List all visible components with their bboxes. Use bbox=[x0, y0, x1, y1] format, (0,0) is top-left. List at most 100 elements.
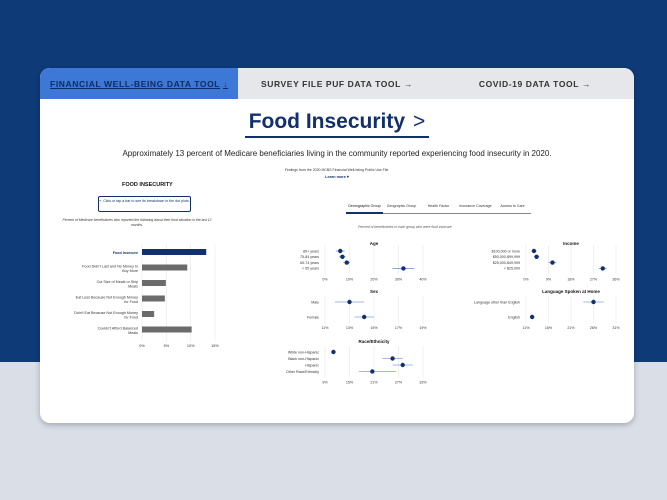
food-insecurity-heading: FOOD INSECURITY bbox=[122, 182, 173, 188]
x-tick-label: 19% bbox=[419, 326, 427, 330]
dot-plot-title-race-ethnicity: Race/Ethnicity bbox=[358, 339, 390, 344]
bar-label-couldn-t-afford-balanced-meals: Couldn't Afford Balanced bbox=[98, 326, 138, 330]
x-tick-label: 15% bbox=[370, 326, 378, 330]
x-tick-label: 21% bbox=[370, 381, 378, 385]
x-tick-label: 0% bbox=[322, 277, 328, 281]
dot-65-74-years bbox=[344, 260, 349, 265]
x-tick-label: 21% bbox=[567, 326, 575, 330]
group-subtabs: Demographic Group Geographic Group Healt… bbox=[346, 204, 531, 214]
bar-cut-size-of-meals-or-skip-meals bbox=[142, 280, 166, 286]
dot-25-000-49-999 bbox=[550, 260, 555, 265]
data-tool-card: FINANCIAL WELL-BEING DATA TOOL ↓ SURVEY F… bbox=[40, 68, 634, 423]
x-tick-label: 0% bbox=[523, 277, 529, 281]
x-tick-label: 17% bbox=[395, 326, 403, 330]
learn-more-link[interactable]: Learn more ▾ bbox=[325, 175, 349, 179]
dot-label-85-years: 85+ years bbox=[303, 249, 319, 253]
x-tick-label: 36% bbox=[612, 277, 620, 281]
dot-hispanic bbox=[400, 362, 405, 368]
bar-label-didn-t-eat-because-not-enough-money-for-food: Didn't Eat Because Not Enough Money bbox=[74, 311, 138, 315]
bar-label-food-didn-t-last-and-no-money-to-buy-more: Food Didn't Last and No Money to bbox=[82, 264, 138, 268]
x-tick-label: 5% bbox=[164, 344, 170, 348]
dot-plot-title-language-spoken-at-home: Language Spoken at Home bbox=[542, 289, 600, 294]
dot-plot-title-income: Income bbox=[563, 241, 579, 246]
bar-label-cut-size-of-meals-or-skip-meals: Meals bbox=[128, 284, 138, 288]
bar-label-couldn-t-afford-balanced-meals: Meals bbox=[128, 331, 138, 335]
tool-tabs: FINANCIAL WELL-BEING DATA TOOL ↓ SURVEY F… bbox=[40, 68, 634, 99]
bar-label-food-insecure: Food Insecure bbox=[113, 251, 138, 255]
subtab-health-factor[interactable]: Health Factor bbox=[420, 204, 457, 214]
bar-didn-t-eat-because-not-enough-money-for-food bbox=[142, 311, 155, 317]
dot-75-84-years bbox=[340, 254, 345, 259]
dot-65-years bbox=[401, 266, 406, 271]
dot-label-female: Female bbox=[307, 315, 319, 319]
x-tick-label: 9% bbox=[546, 277, 552, 281]
dot-language-other-than-english bbox=[591, 299, 596, 305]
dot-english bbox=[529, 314, 535, 320]
tab-label: COVID-19 DATA TOOL bbox=[478, 78, 580, 89]
dot-label-50-000-99-999: $50,000-$99,999 bbox=[493, 255, 520, 259]
bar-food-insecure bbox=[142, 249, 207, 255]
page-title-link[interactable]: Food Insecurity > bbox=[244, 110, 430, 138]
x-tick-label: 13% bbox=[346, 326, 354, 330]
x-tick-label: 27% bbox=[395, 381, 403, 385]
summary-text: Approximately 13 percent of Medicare ben… bbox=[122, 149, 552, 158]
x-tick-label: 31% bbox=[612, 326, 620, 330]
dot-label-black-non-hispanic: Black non-Hispanic bbox=[288, 357, 319, 361]
dot-label-hispanic: Hispanic bbox=[305, 363, 319, 367]
dot-label-100-000-or-more: $100,000 or more bbox=[492, 249, 520, 253]
dot-white-non-hispanic bbox=[331, 349, 336, 355]
bar-label-cut-size-of-meals-or-skip-meals: Cut Size of Meals or Skip bbox=[97, 280, 138, 284]
dot-label-65-74-years: 65-74 years bbox=[300, 261, 319, 265]
dot-50-000-99-999 bbox=[534, 254, 539, 259]
x-tick-label: 16% bbox=[545, 326, 553, 330]
x-tick-label: 33% bbox=[419, 381, 427, 385]
bar-food-didn-t-last-and-no-money-to-buy-more bbox=[142, 264, 188, 271]
dot-label-male: Male bbox=[311, 300, 319, 304]
tab-label: SURVEY FILE PUF DATA TOOL bbox=[260, 78, 401, 89]
dot-label-25-000: < $25,000 bbox=[504, 267, 520, 271]
click-hint-box: ↖ Click or tap a bar to see its breakdow… bbox=[98, 196, 191, 212]
x-tick-label: 15% bbox=[346, 381, 354, 385]
x-tick-label: 10% bbox=[346, 277, 354, 281]
dot-label-75-84-years: 75-84 years bbox=[300, 255, 319, 259]
x-tick-label: 27% bbox=[590, 277, 598, 281]
dot-label-other-race-ethnicity: Other Race/Ethnicity bbox=[286, 370, 319, 374]
subtab-demographic[interactable]: Demographic Group bbox=[346, 204, 383, 214]
x-tick-label: 15% bbox=[211, 344, 219, 348]
arrow-down-icon: ↓ bbox=[223, 78, 228, 89]
findings-note: Findings from the 2020 MCBS Financial We… bbox=[284, 168, 390, 172]
dot-label-65-years: < 65 years bbox=[302, 267, 319, 271]
tab-survey-file-puf[interactable]: SURVEY FILE PUF DATA TOOL → bbox=[238, 68, 436, 99]
x-tick-label: 40% bbox=[419, 277, 427, 281]
bar-label-eat-less-because-not-enough-money-for-food: Eat Less Because Not Enough Money bbox=[76, 295, 138, 299]
x-tick-label: 9% bbox=[322, 381, 328, 385]
x-tick-label: 30% bbox=[395, 277, 403, 281]
dot-label-25-000-49-999: $25,000-$49,999 bbox=[493, 261, 520, 265]
page-title: Food Insecurity bbox=[248, 110, 406, 133]
subtab-geographic[interactable]: Geographic Group bbox=[383, 204, 420, 214]
x-tick-label: 0% bbox=[139, 344, 145, 348]
percent-note: Percent of Medicare beneficiaries who re… bbox=[62, 218, 212, 227]
x-tick-label: 11% bbox=[322, 326, 330, 330]
dot-100-000-or-more bbox=[531, 248, 537, 254]
dot-other-race-ethnicity bbox=[370, 369, 375, 374]
subtab-insurance[interactable]: Insurance Coverage bbox=[457, 204, 494, 214]
bar-label-didn-t-eat-because-not-enough-money-for-food: for Food bbox=[124, 315, 138, 319]
subtab-access-to-care[interactable]: Access to Care bbox=[494, 204, 531, 214]
x-tick-label: 10% bbox=[187, 344, 195, 348]
x-tick-label: 18% bbox=[567, 277, 575, 281]
page-title-row: Food Insecurity > bbox=[40, 110, 634, 138]
dot-25-000 bbox=[600, 266, 605, 271]
each-group-note: Percent of beneficiaries in each group w… bbox=[358, 225, 452, 229]
dot-plot-title-sex: Sex bbox=[370, 289, 379, 294]
bar-label-food-didn-t-last-and-no-money-to-buy-more: Buy More bbox=[122, 269, 138, 273]
tab-covid-19[interactable]: COVID-19 DATA TOOL → bbox=[436, 68, 634, 99]
dot-85-years bbox=[338, 248, 343, 254]
x-tick-label: 11% bbox=[523, 326, 531, 330]
tab-financial-well-being[interactable]: FINANCIAL WELL-BEING DATA TOOL ↓ bbox=[40, 68, 238, 99]
arrow-right-icon: → bbox=[403, 78, 414, 89]
dot-label-english: English bbox=[508, 315, 520, 319]
x-tick-label: 26% bbox=[590, 326, 598, 330]
dot-black-non-hispanic bbox=[390, 356, 395, 361]
dot-label-white-non-hispanic: White non-Hispanic bbox=[288, 350, 319, 354]
